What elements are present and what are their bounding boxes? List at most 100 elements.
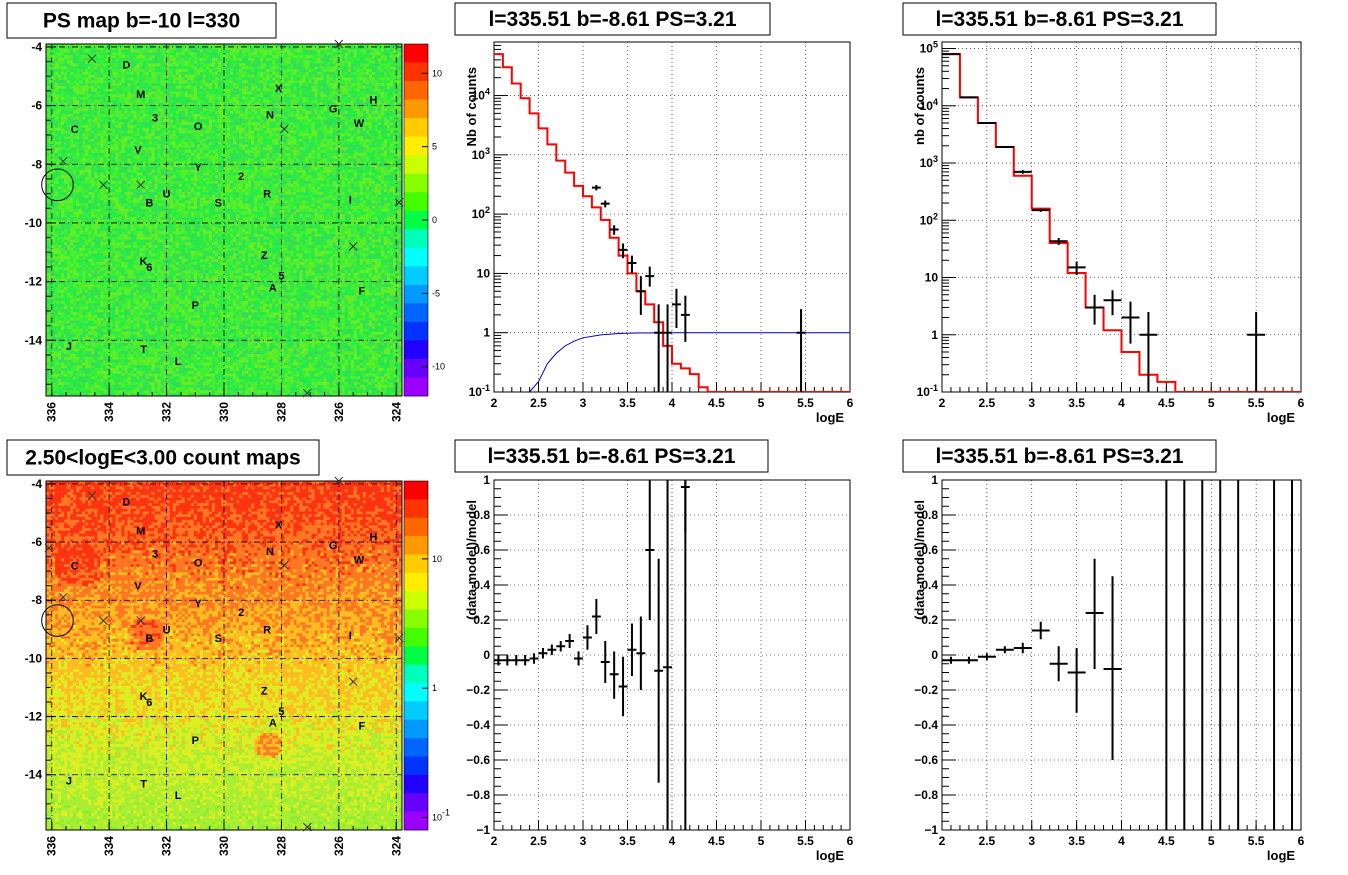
heatmap-pixel xyxy=(73,55,76,58)
heatmap-pixel xyxy=(200,55,203,58)
heatmap-pixel xyxy=(85,55,88,58)
heatmap-pixel xyxy=(58,52,61,55)
heatmap-pixel xyxy=(182,64,185,67)
heatmap-pixel xyxy=(85,50,88,53)
heatmap-pixel xyxy=(354,61,357,64)
heatmap-pixel xyxy=(236,50,239,53)
heatmap-pixel xyxy=(209,66,212,69)
heatmap-pixel xyxy=(263,50,266,53)
heatmap-pixel xyxy=(143,58,146,61)
heatmap-pixel xyxy=(254,52,257,55)
heatmap-pixel xyxy=(197,64,200,67)
heatmap-pixel xyxy=(227,66,230,69)
heatmap-pixel xyxy=(230,55,233,58)
heatmap-pixel xyxy=(79,69,82,72)
heatmap-pixel xyxy=(176,50,179,53)
heatmap-pixel xyxy=(79,58,82,61)
heatmap-pixel xyxy=(390,66,393,69)
heatmap-pixel xyxy=(118,64,121,67)
heatmap-pixel xyxy=(212,50,215,53)
heatmap-pixel xyxy=(224,50,227,53)
heatmap-pixel xyxy=(146,55,149,58)
heatmap-pixel xyxy=(76,64,79,67)
heatmap-pixel xyxy=(197,55,200,58)
heatmap-pixel xyxy=(308,64,311,67)
heatmap-pixel xyxy=(73,66,76,69)
heatmap-pixel xyxy=(67,52,70,55)
heatmap-pixel xyxy=(176,58,179,61)
heatmap-pixel xyxy=(333,58,336,61)
heatmap-pixel xyxy=(55,52,58,55)
heatmap-pixel xyxy=(82,64,85,67)
heatmap-pixel xyxy=(230,66,233,69)
heatmap-pixel xyxy=(321,55,324,58)
heatmap-pixel xyxy=(245,58,248,61)
heatmap-pixel xyxy=(311,64,314,67)
heatmap-pixel xyxy=(251,64,254,67)
heatmap-pixel xyxy=(354,64,357,67)
heatmap-pixel xyxy=(324,50,327,53)
heatmap-pixel xyxy=(284,50,287,53)
heatmap-pixel xyxy=(112,55,115,58)
heatmap-pixel xyxy=(100,55,103,58)
heatmap-pixel xyxy=(185,50,188,53)
heatmap-pixel xyxy=(146,58,149,61)
heatmap-pixel xyxy=(296,55,299,58)
heatmap-pixel xyxy=(64,64,67,67)
heatmap-pixel xyxy=(197,50,200,53)
heatmap-pixel xyxy=(299,50,302,53)
heatmap-pixel xyxy=(393,58,396,61)
heatmap-pixel xyxy=(76,61,79,64)
heatmap-pixel xyxy=(299,64,302,67)
heatmap-pixel xyxy=(76,52,79,55)
heatmap-pixel xyxy=(185,58,188,61)
heatmap-pixel xyxy=(227,55,230,58)
heatmap-pixel xyxy=(143,61,146,64)
heatmap-pixel xyxy=(91,52,94,55)
heatmap-pixel xyxy=(197,52,200,55)
heatmap-pixel xyxy=(242,61,245,64)
heatmap-pixel xyxy=(242,55,245,58)
heatmap-pixel xyxy=(378,55,381,58)
heatmap-pixel xyxy=(393,55,396,58)
heatmap-pixel xyxy=(97,50,100,53)
heatmap-pixel xyxy=(58,58,61,61)
heatmap-pixel xyxy=(327,55,330,58)
heatmap-pixel xyxy=(327,64,330,67)
heatmap-pixel xyxy=(342,58,345,61)
heatmap-pixel xyxy=(212,64,215,67)
heatmap-pixel xyxy=(158,66,161,69)
heatmap-pixel xyxy=(203,50,206,53)
heatmap-pixel xyxy=(372,58,375,61)
heatmap-pixel xyxy=(133,50,136,53)
heatmap-pixel xyxy=(103,58,106,61)
heatmap-pixel xyxy=(203,52,206,55)
heatmap-pixel xyxy=(311,50,314,53)
heatmap-pixel xyxy=(152,64,155,67)
heatmap-pixel xyxy=(97,64,100,67)
heatmap-pixel xyxy=(275,52,278,55)
heatmap-pixel xyxy=(305,64,308,67)
heatmap-pixel xyxy=(269,58,272,61)
heatmap-pixel xyxy=(348,50,351,53)
heatmap-pixel xyxy=(212,58,215,61)
heatmap-pixel xyxy=(55,64,58,67)
heatmap-pixel xyxy=(182,47,185,50)
heatmap-pixel xyxy=(224,61,227,64)
heatmap-pixel xyxy=(152,50,155,53)
heatmap-pixel xyxy=(146,52,149,55)
heatmap-pixel xyxy=(55,69,58,72)
heatmap-pixel xyxy=(381,52,384,55)
heatmap-pixel xyxy=(293,52,296,55)
heatmap-pixel xyxy=(348,52,351,55)
heatmap-pixel xyxy=(73,52,76,55)
heatmap-pixel xyxy=(248,52,251,55)
heatmap-pixel xyxy=(366,50,369,53)
heatmap-pixel xyxy=(375,55,378,58)
heatmap-pixel xyxy=(257,55,260,58)
heatmap-pixel xyxy=(112,64,115,67)
heatmap-pixel xyxy=(387,58,390,61)
heatmap-pixel xyxy=(360,58,363,61)
heatmap-pixel xyxy=(339,50,342,53)
heatmap-pixel xyxy=(287,58,290,61)
